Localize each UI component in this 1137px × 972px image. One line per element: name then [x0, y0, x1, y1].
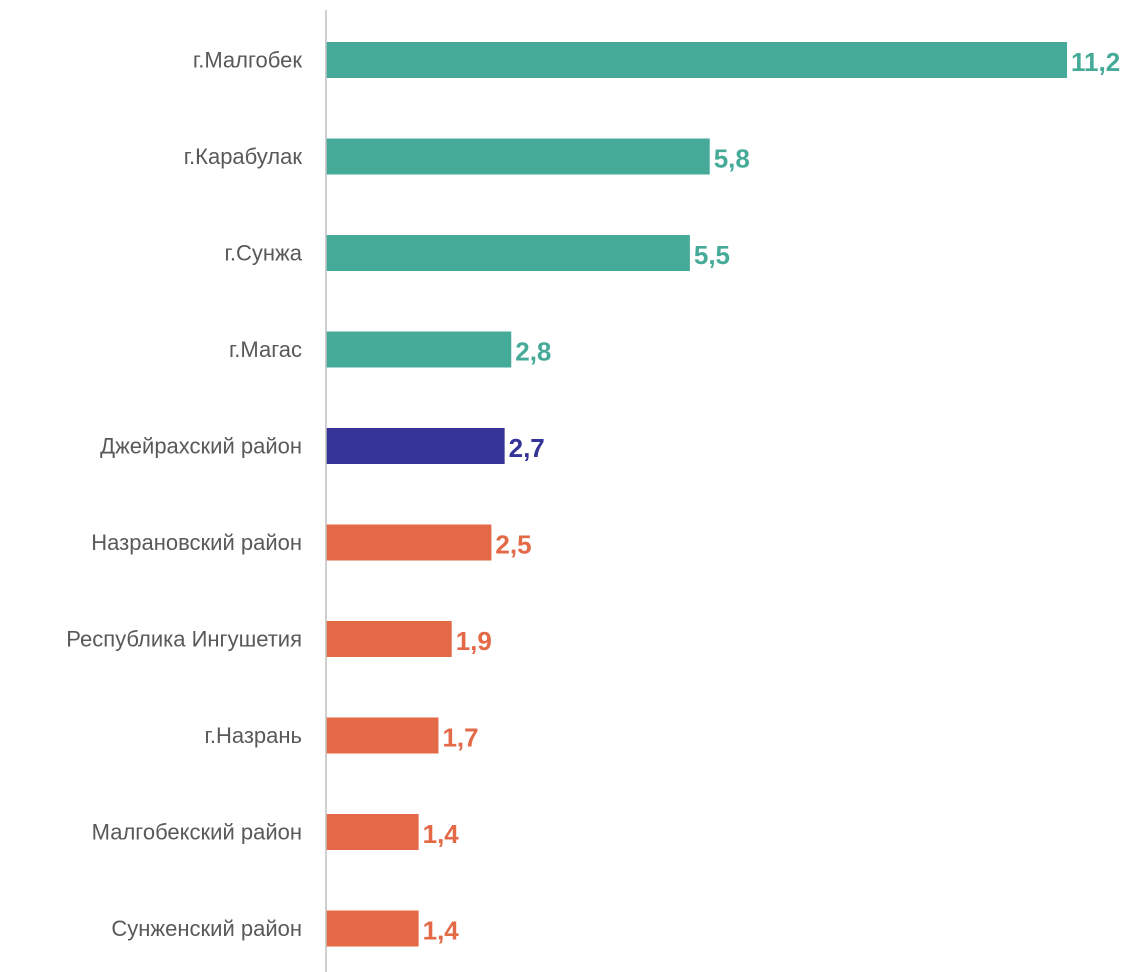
category-label-2: г.Сунжа — [225, 241, 303, 266]
bar-6 — [326, 621, 452, 657]
value-label-7: 1,7 — [442, 723, 478, 753]
bar-1 — [326, 138, 710, 175]
category-label-6: Республика Ингушетия — [66, 627, 302, 652]
category-labels-group: г.Малгобек г.Карабулак г.Сунжа г.Магас Джейр… — [66, 48, 302, 942]
value-label-1: 5,8 — [714, 144, 750, 174]
value-label-2: 5,5 — [694, 240, 730, 270]
category-label-3: г.Магас — [229, 337, 302, 362]
bar-4 — [326, 428, 505, 464]
value-label-3: 2,8 — [515, 337, 551, 367]
category-label-8: Малгобекский район — [92, 820, 302, 845]
bar-8 — [326, 814, 419, 850]
value-label-8: 1,4 — [423, 819, 460, 849]
value-label-6: 1,9 — [456, 626, 492, 656]
value-label-5: 2,5 — [495, 530, 531, 560]
value-label-4: 2,7 — [509, 433, 545, 463]
category-label-9: Сунженский район — [111, 916, 302, 941]
bar-3 — [326, 331, 512, 368]
value-label-9: 1,4 — [423, 916, 460, 946]
bar-7 — [326, 717, 439, 754]
value-label-0: 11,2 — [1071, 47, 1120, 77]
category-label-5: Назрановский район — [91, 530, 302, 555]
bar-2 — [326, 235, 690, 271]
category-label-4: Джейрахский район — [100, 434, 302, 459]
category-label-7: г.Назрань — [205, 723, 303, 748]
category-label-0: г.Малгобек — [193, 48, 302, 73]
bar-5 — [326, 524, 492, 561]
category-label-1: г.Карабулак — [184, 144, 303, 169]
bar-9 — [326, 910, 419, 947]
bar-0 — [326, 42, 1067, 78]
bars-group — [326, 42, 1067, 947]
value-labels-group: 11,2 5,8 5,5 2,8 2,7 2,5 1,9 1,7 1,4 1,4 — [423, 47, 1121, 946]
